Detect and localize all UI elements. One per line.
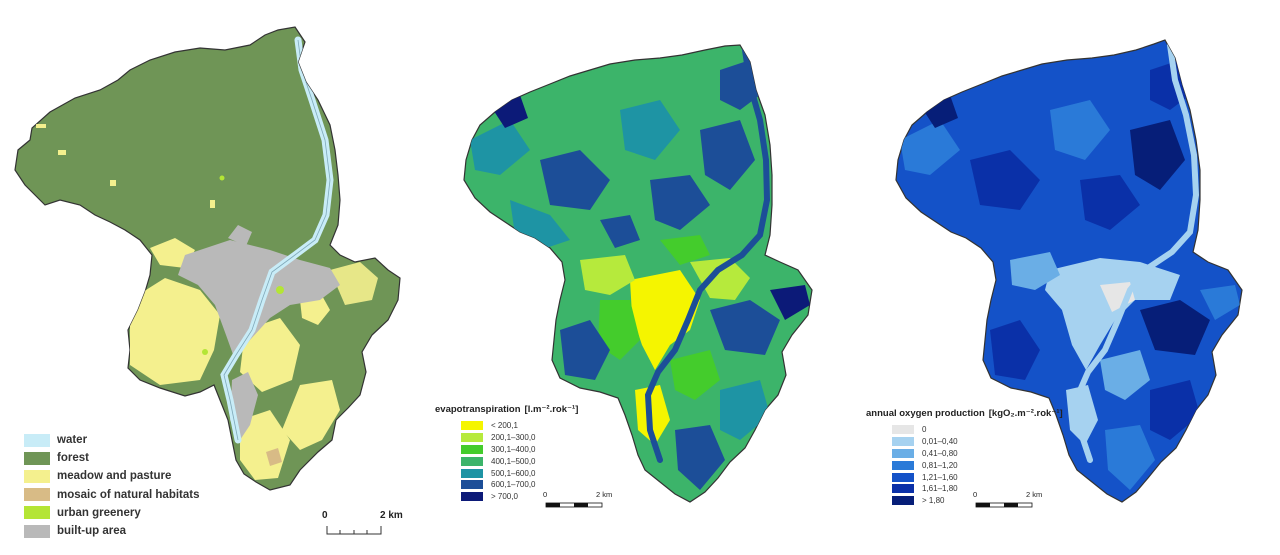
land-cover-legend-label: urban greenery (57, 506, 141, 519)
land-cover-legend-label: meadow and pasture (57, 470, 172, 483)
land-cover-legend-label: water (57, 434, 88, 447)
oxygen-legend-label: 0 (922, 425, 927, 435)
oxygen-legend-swatch (892, 460, 914, 470)
oxygen-legend-swatch (892, 448, 914, 458)
evapotranspiration-legend-item: 200,1–300,0 (461, 432, 578, 444)
evapotranspiration-legend-item: 400,1–500,0 (461, 455, 578, 467)
land-cover-legend-swatch (24, 433, 50, 447)
evapotranspiration-unit: [l.m⁻².rok⁻¹] (524, 404, 579, 415)
oxygen-legend-label: 0,41–0,80 (922, 448, 958, 458)
land-cover-patches (36, 36, 378, 480)
evapotranspiration-legend: evapotranspiration [l.m⁻².rok⁻¹] < 200,1 2… (435, 404, 578, 503)
oxygen-legend-label: 0,81–1,20 (922, 460, 958, 470)
scale-bar-3: 0 2 km (968, 490, 1058, 516)
oxygen-legend-item: 0 (892, 424, 1063, 436)
evapotranspiration-legend-item: 600,1–700,0 (461, 479, 578, 491)
oxygen-patches (900, 42, 1240, 490)
evapotranspiration-legend-label: > 700,0 (491, 492, 518, 502)
land-cover-legend-item: mosaic of natural habitats (24, 486, 200, 504)
oxygen-legend-label: 1,61–1,80 (922, 484, 958, 494)
oxygen-production-map (895, 39, 1243, 503)
evapotranspiration-legend-label: 500,1–600,0 (491, 468, 536, 478)
evapotranspiration-legend-swatch (461, 456, 483, 466)
evapotranspiration-title-text: evapotranspiration (435, 404, 521, 415)
oxygen-legend-item: 1,61–1,80 (892, 483, 1063, 495)
evapotranspiration-legend-label: 400,1–500,0 (491, 456, 536, 466)
oxygen-legend-item: 1,21–1,60 (892, 471, 1063, 483)
oxygen-legend: annual oxygen production [kgO₂.m⁻².rok⁻¹]… (866, 408, 1063, 507)
land-cover-legend-label: built-up area (57, 525, 127, 538)
scale-bar-1-end: 2 km (380, 510, 403, 521)
land-cover-legend: water forest meadow and pasture mosaic of n… (24, 431, 200, 540)
land-cover-legend-swatch (24, 488, 50, 502)
scale-bar-3-bar (975, 502, 1033, 508)
oxygen-legend-swatch (892, 437, 914, 447)
scale-bar-2-end: 2 km (596, 490, 613, 499)
evapotranspiration-legend-swatch (461, 444, 483, 454)
evapotranspiration-patches (470, 47, 810, 490)
oxygen-legend-title: annual oxygen production [kgO₂.m⁻².rok⁻¹] (866, 408, 1063, 419)
land-cover-legend-item: water (24, 431, 200, 449)
oxygen-legend-item: 0,81–1,20 (892, 459, 1063, 471)
scale-bar-2-start: 0 (543, 490, 548, 499)
land-cover-legend-swatch (24, 469, 50, 483)
evapotranspiration-legend-label: 600,1–700,0 (491, 480, 536, 490)
oxygen-legend-swatch (892, 496, 914, 506)
oxygen-legend-item: > 1,80 (892, 495, 1063, 507)
land-cover-legend-item: urban greenery (24, 504, 200, 522)
oxygen-legend-item: 0,41–0,80 (892, 448, 1063, 460)
evapotranspiration-legend-item: 300,1–400,0 (461, 444, 578, 456)
oxygen-legend-swatch (892, 484, 914, 494)
oxygen-legend-label: 1,21–1,60 (922, 472, 958, 482)
land-cover-legend-item: built-up area (24, 522, 200, 540)
scale-bar-1-start: 0 (322, 510, 328, 521)
oxygen-legend-item: 0,01–0,40 (892, 436, 1063, 448)
oxygen-legend-items: 0 0,01–0,40 0,41–0,80 0,81–1,20 1,21–1,60 1,6… (892, 424, 1063, 507)
evapotranspiration-legend-item: < 200,1 (461, 420, 578, 432)
scale-bar-3-end: 2 km (1026, 490, 1043, 499)
land-cover-legend-swatch (24, 524, 50, 538)
evapotranspiration-legend-item: > 700,0 (461, 491, 578, 503)
land-cover-legend-swatch (24, 451, 50, 465)
land-cover-legend-label: forest (57, 452, 89, 465)
evapotranspiration-legend-swatch (461, 480, 483, 490)
evapotranspiration-legend-title: evapotranspiration [l.m⁻².rok⁻¹] (435, 404, 578, 415)
evapotranspiration-legend-label: 200,1–300,0 (491, 433, 536, 443)
oxygen-legend-label: > 1,80 (922, 496, 945, 506)
scale-bar-2-bar (545, 502, 603, 508)
evapotranspiration-legend-swatch (461, 421, 483, 431)
evapotranspiration-map (463, 44, 813, 503)
land-cover-legend-item: meadow and pasture (24, 467, 200, 485)
scale-bar-1: 0 2 km (318, 508, 403, 538)
evapotranspiration-legend-label: 300,1–400,0 (491, 444, 536, 454)
oxygen-legend-label: 0,01–0,40 (922, 437, 958, 447)
evapotranspiration-legend-swatch (461, 433, 483, 443)
scale-bar-2: 0 2 km (538, 490, 628, 516)
oxygen-legend-swatch (892, 425, 914, 435)
oxygen-title-text: annual oxygen production (866, 408, 985, 419)
evapotranspiration-legend-item: 500,1–600,0 (461, 467, 578, 479)
land-cover-legend-label: mosaic of natural habitats (57, 488, 200, 501)
oxygen-legend-swatch (892, 472, 914, 482)
scale-bar-1-ticks (326, 526, 382, 535)
land-cover-map (14, 26, 401, 491)
evapotranspiration-legend-swatch (461, 492, 483, 502)
scale-bar-3-start: 0 (973, 490, 978, 499)
evapotranspiration-legend-label: < 200,1 (491, 421, 518, 431)
land-cover-legend-item: forest (24, 449, 200, 467)
evapotranspiration-legend-swatch (461, 468, 483, 478)
evapotranspiration-legend-items: < 200,1 200,1–300,0 300,1–400,0 400,1–500,0… (461, 420, 578, 503)
land-cover-legend-swatch (24, 506, 50, 520)
oxygen-unit: [kgO₂.m⁻².rok⁻¹] (988, 408, 1063, 419)
